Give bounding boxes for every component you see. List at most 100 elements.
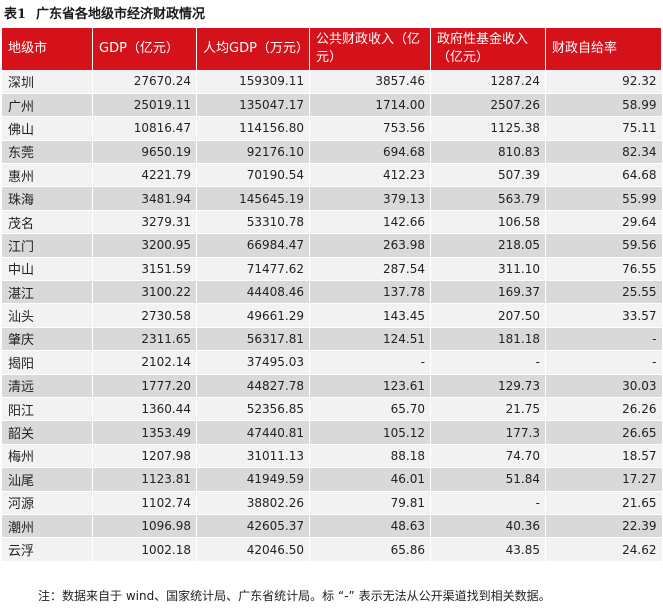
- table-row: 清远 1777.20 44827.78 123.61 129.73 30.03: [1, 374, 662, 398]
- gdp-cell: 9650.19: [92, 140, 197, 165]
- header-row: 地级市 GDP（亿元） 人均GDP（万元） 公共财政收入（亿元） 政府性基金收入…: [1, 28, 662, 70]
- gdp-per-capita-cell: 52356.85: [196, 397, 310, 422]
- gdp-per-capita-cell: 31011.13: [196, 444, 310, 469]
- header-gdp: GDP（亿元）: [92, 28, 197, 70]
- city-cell: 珠海: [1, 186, 93, 211]
- fund-revenue-cell: 207.50: [430, 303, 546, 328]
- table-row: 东莞 9650.19 92176.10 694.68 810.83 82.34: [1, 140, 662, 165]
- gdp-per-capita-cell: 42046.50: [196, 537, 310, 562]
- footnote: 注：数据来自于 wind、国家统计局、广东省统计局。标 “-” 表示无法从公开渠…: [38, 589, 551, 603]
- table-row: 云浮 1002.18 42046.50 65.86 43.85 24.62: [1, 537, 662, 562]
- gdp-cell: 2311.65: [92, 327, 197, 352]
- fund-revenue-cell: 21.75: [430, 397, 546, 422]
- public-revenue-cell: 124.51: [309, 327, 431, 352]
- gdp-per-capita-cell: 66984.47: [196, 233, 310, 258]
- gdp-cell: 27670.24: [92, 70, 197, 94]
- table-title: 表1 广东省各地级市经济财政情况: [4, 4, 205, 26]
- self-sufficiency-cell: -: [545, 350, 662, 375]
- fund-revenue-cell: 563.79: [430, 186, 546, 211]
- city-cell: 佛山: [1, 116, 93, 141]
- gdp-cell: 4221.79: [92, 163, 197, 188]
- self-sufficiency-cell: 21.65: [545, 491, 662, 515]
- public-revenue-cell: 379.13: [309, 186, 431, 211]
- table-row: 肇庆 2311.65 56317.81 124.51 181.18-: [1, 327, 662, 352]
- city-cell: 清远: [1, 374, 93, 398]
- gdp-cell: 3279.31: [92, 210, 197, 235]
- self-sufficiency-cell: 26.26: [545, 397, 662, 422]
- city-cell: 江门: [1, 233, 93, 258]
- public-revenue-cell: 65.70: [309, 397, 431, 422]
- city-cell: 惠州: [1, 163, 93, 188]
- gdp-per-capita-cell: 44408.46: [196, 280, 310, 305]
- city-cell: 河源: [1, 491, 93, 515]
- table-row: 茂名 3279.31 53310.78 142.66 106.58 29.64: [1, 210, 662, 235]
- city-cell: 茂名: [1, 210, 93, 235]
- city-cell: 中山: [1, 257, 93, 282]
- public-revenue-cell: 143.45: [309, 303, 431, 328]
- table-row: 河源 1102.74 38802.26 79.81-21.65: [1, 491, 662, 515]
- gdp-cell: 3151.59: [92, 257, 197, 282]
- public-revenue-cell: 123.61: [309, 374, 431, 398]
- gdp-per-capita-cell: 114156.80: [196, 116, 310, 141]
- gdp-per-capita-cell: 70190.54: [196, 163, 310, 188]
- fund-revenue-cell: 40.36: [430, 514, 546, 539]
- table-title-text: 广东省各地级市经济财政情况: [36, 7, 206, 22]
- table-row: 梅州 1207.98 31011.13 88.18 74.70 18.57: [1, 444, 662, 469]
- public-revenue-cell: 3857.46: [309, 70, 431, 94]
- fund-revenue-cell: 129.73: [430, 374, 546, 398]
- header-gdp-per-capita: 人均GDP（万元）: [196, 28, 310, 70]
- city-cell: 汕头: [1, 303, 93, 328]
- header-fund-revenue: 政府性基金收入（亿元）: [430, 28, 546, 70]
- self-sufficiency-cell: 29.64: [545, 210, 662, 235]
- fund-revenue-cell: 51.84: [430, 467, 546, 492]
- gdp-cell: 1002.18: [92, 537, 197, 562]
- public-revenue-cell: 48.63: [309, 514, 431, 539]
- gdp-per-capita-cell: 92176.10: [196, 140, 310, 165]
- public-revenue-cell: 65.86: [309, 537, 431, 562]
- table-row: 汕头 2730.58 49661.29 143.45 207.50 33.57: [1, 303, 662, 328]
- city-cell: 梅州: [1, 444, 93, 469]
- gdp-per-capita-cell: 49661.29: [196, 303, 310, 328]
- city-cell: 湛江: [1, 280, 93, 305]
- fund-revenue-cell: 1287.24: [430, 70, 546, 94]
- self-sufficiency-cell: 58.99: [545, 93, 662, 118]
- gdp-per-capita-cell: 56317.81: [196, 327, 310, 352]
- gdp-cell: 1777.20: [92, 374, 197, 398]
- self-sufficiency-cell: 64.68: [545, 163, 662, 188]
- self-sufficiency-cell: -: [545, 327, 662, 352]
- public-revenue-cell: 1714.00: [309, 93, 431, 118]
- city-cell: 广州: [1, 93, 93, 118]
- self-sufficiency-cell: 25.55: [545, 280, 662, 305]
- table-row: 惠州 4221.79 70190.54 412.23 507.39 64.68: [1, 163, 662, 188]
- gdp-per-capita-cell: 53310.78: [196, 210, 310, 235]
- city-cell: 深圳: [1, 70, 93, 94]
- table-header: 地级市 GDP（亿元） 人均GDP（万元） 公共财政收入（亿元） 政府性基金收入…: [1, 28, 662, 70]
- table-row: 汕尾 1123.81 41949.59 46.01 51.84 17.27: [1, 467, 662, 492]
- city-cell: 韶关: [1, 420, 93, 445]
- gdp-per-capita-cell: 47440.81: [196, 420, 310, 445]
- gdp-per-capita-cell: 44827.78: [196, 374, 310, 398]
- self-sufficiency-cell: 33.57: [545, 303, 662, 328]
- table-row: 阳江 1360.44 52356.85 65.70 21.75 26.26: [1, 397, 662, 422]
- fund-revenue-cell: 2507.26: [430, 93, 546, 118]
- gdp-cell: 1102.74: [92, 491, 197, 515]
- table-row: 潮州 1096.98 42605.37 48.63 40.36 22.39: [1, 514, 662, 539]
- gdp-cell: 1207.98: [92, 444, 197, 469]
- fund-revenue-cell: -: [430, 350, 546, 375]
- fund-revenue-cell: 74.70: [430, 444, 546, 469]
- city-cell: 东莞: [1, 140, 93, 165]
- table-row: 深圳 27670.24 159309.11 3857.46 1287.24 92.32: [1, 70, 662, 94]
- gdp-per-capita-cell: 42605.37: [196, 514, 310, 539]
- gdp-cell: 1353.49: [92, 420, 197, 445]
- gdp-cell: 3481.94: [92, 186, 197, 211]
- header-self-sufficiency: 财政自给率: [545, 28, 662, 70]
- city-cell: 云浮: [1, 537, 93, 562]
- fund-revenue-cell: 106.58: [430, 210, 546, 235]
- city-cell: 揭阳: [1, 350, 93, 375]
- public-revenue-cell: 142.66: [309, 210, 431, 235]
- economic-finance-table: 地级市 GDP（亿元） 人均GDP（万元） 公共财政收入（亿元） 政府性基金收入…: [1, 28, 662, 562]
- gdp-cell: 10816.47: [92, 116, 197, 141]
- public-revenue-cell: 79.81: [309, 491, 431, 515]
- table-row: 佛山 10816.47 114156.80 753.56 1125.38 75.11: [1, 116, 662, 141]
- fund-revenue-cell: 1125.38: [430, 116, 546, 141]
